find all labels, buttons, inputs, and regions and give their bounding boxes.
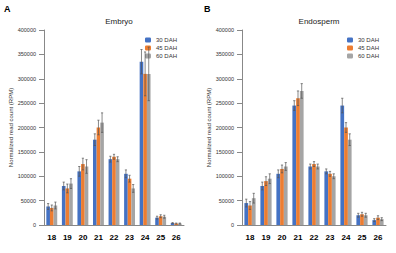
svg-text:A: A xyxy=(4,4,11,14)
svg-text:60 DAH: 60 DAH xyxy=(358,53,379,59)
svg-text:150000: 150000 xyxy=(216,149,234,155)
svg-text:26: 26 xyxy=(374,233,383,242)
svg-text:400000: 400000 xyxy=(216,27,234,33)
svg-text:0: 0 xyxy=(231,222,234,228)
svg-text:24: 24 xyxy=(141,233,150,242)
svg-text:0: 0 xyxy=(33,222,36,228)
svg-text:200000: 200000 xyxy=(216,125,234,131)
svg-text:20: 20 xyxy=(278,233,287,242)
svg-text:25: 25 xyxy=(358,233,367,242)
svg-text:50000: 50000 xyxy=(21,198,36,204)
svg-text:100000: 100000 xyxy=(18,173,36,179)
svg-text:19: 19 xyxy=(63,233,72,242)
svg-text:25: 25 xyxy=(156,233,165,242)
svg-text:30 DAH: 30 DAH xyxy=(358,37,379,43)
svg-text:22: 22 xyxy=(310,233,319,242)
svg-text:Endosperm: Endosperm xyxy=(299,17,340,26)
svg-text:150000: 150000 xyxy=(18,149,36,155)
svg-text:250000: 250000 xyxy=(18,100,36,106)
svg-text:18: 18 xyxy=(246,233,255,242)
svg-text:30 DAH: 30 DAH xyxy=(156,37,177,43)
svg-text:400000: 400000 xyxy=(18,27,36,33)
svg-text:23: 23 xyxy=(125,233,134,242)
svg-text:26: 26 xyxy=(172,233,181,242)
svg-text:250000: 250000 xyxy=(216,100,234,106)
svg-text:45 DAH: 45 DAH xyxy=(156,45,177,51)
svg-text:Normalized read count (RPM): Normalized read count (RPM) xyxy=(8,88,14,167)
svg-text:350000: 350000 xyxy=(216,51,234,57)
svg-text:21: 21 xyxy=(94,233,103,242)
svg-text:24: 24 xyxy=(342,233,351,242)
svg-text:Normalized read count (RPM): Normalized read count (RPM) xyxy=(206,88,212,167)
svg-text:60 DAH: 60 DAH xyxy=(156,53,177,59)
svg-text:18: 18 xyxy=(47,233,56,242)
svg-text:300000: 300000 xyxy=(216,76,234,82)
svg-text:45 DAH: 45 DAH xyxy=(358,45,379,51)
svg-text:Embryo: Embryo xyxy=(105,17,133,26)
svg-text:B: B xyxy=(204,4,211,14)
svg-text:50000: 50000 xyxy=(219,198,234,204)
svg-text:20: 20 xyxy=(78,233,87,242)
svg-text:350000: 350000 xyxy=(18,51,36,57)
svg-text:21: 21 xyxy=(294,233,303,242)
svg-text:300000: 300000 xyxy=(18,76,36,82)
svg-text:23: 23 xyxy=(326,233,335,242)
svg-text:22: 22 xyxy=(110,233,119,242)
svg-text:100000: 100000 xyxy=(216,173,234,179)
svg-text:200000: 200000 xyxy=(18,125,36,131)
svg-text:19: 19 xyxy=(262,233,271,242)
